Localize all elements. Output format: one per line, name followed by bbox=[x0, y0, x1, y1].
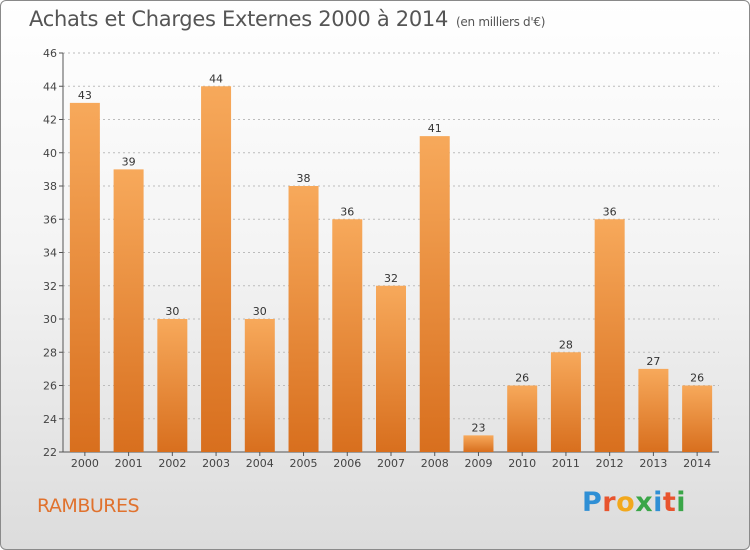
y-tick-label: 42 bbox=[43, 114, 57, 127]
x-tick-label: 2014 bbox=[683, 457, 711, 470]
x-tick-label: 2013 bbox=[639, 457, 667, 470]
logo-letter: o bbox=[616, 487, 636, 518]
x-tick-label: 2012 bbox=[596, 457, 624, 470]
bar bbox=[332, 219, 363, 452]
data-label: 26 bbox=[515, 372, 529, 385]
data-label: 28 bbox=[559, 338, 573, 351]
x-tick-label: 2002 bbox=[158, 457, 186, 470]
bar bbox=[682, 385, 713, 452]
y-tick-label: 46 bbox=[43, 47, 57, 60]
y-tick-label: 36 bbox=[43, 213, 57, 226]
bar bbox=[507, 385, 538, 452]
bar bbox=[288, 186, 319, 452]
x-tick-label: 2006 bbox=[333, 457, 361, 470]
y-tick-label: 24 bbox=[43, 413, 57, 426]
y-tick-label: 22 bbox=[43, 446, 57, 459]
bar bbox=[550, 352, 581, 452]
y-tick-label: 34 bbox=[43, 247, 57, 260]
data-label: 43 bbox=[78, 89, 92, 102]
x-tick-label: 2010 bbox=[508, 457, 536, 470]
bar bbox=[376, 285, 406, 452]
bar bbox=[113, 169, 144, 452]
bar bbox=[419, 136, 450, 452]
logo-letter: i bbox=[653, 487, 663, 518]
x-tick-label: 2001 bbox=[115, 457, 143, 470]
bar bbox=[594, 219, 625, 452]
data-label: 41 bbox=[428, 122, 442, 135]
logo-letter: r bbox=[602, 487, 617, 518]
x-tick-label: 2008 bbox=[421, 457, 449, 470]
y-tick-label: 30 bbox=[43, 313, 57, 326]
bar bbox=[201, 86, 232, 452]
data-label: 39 bbox=[122, 155, 136, 168]
data-label: 44 bbox=[209, 72, 223, 85]
y-tick-label: 32 bbox=[43, 280, 57, 293]
data-label: 23 bbox=[471, 421, 485, 434]
x-tick-label: 2000 bbox=[71, 457, 99, 470]
data-label: 38 bbox=[297, 172, 311, 185]
x-tick-label: 2003 bbox=[202, 457, 230, 470]
y-tick-label: 38 bbox=[43, 180, 57, 193]
chart-title-text: Achats et Charges Externes 2000 à 2014 bbox=[29, 7, 449, 31]
data-label: 30 bbox=[165, 305, 179, 318]
bar bbox=[157, 319, 188, 452]
data-label: 36 bbox=[340, 205, 354, 218]
bar bbox=[244, 319, 275, 452]
data-label: 27 bbox=[646, 355, 660, 368]
data-label: 30 bbox=[253, 305, 267, 318]
logo-letter: t bbox=[662, 487, 677, 518]
chart-title: Achats et Charges Externes 2000 à 2014 (e… bbox=[29, 7, 545, 31]
logo-letter: P bbox=[582, 487, 603, 518]
logo-letter: i bbox=[676, 487, 687, 518]
y-tick-label: 26 bbox=[43, 380, 57, 393]
chart-subtitle: (en milliers d'€) bbox=[456, 15, 546, 29]
data-label: 32 bbox=[384, 272, 398, 285]
commune-name: RAMBURES bbox=[37, 495, 140, 517]
x-tick-label: 2007 bbox=[377, 457, 405, 470]
y-tick-label: 44 bbox=[43, 80, 57, 93]
bar bbox=[69, 102, 100, 452]
bar bbox=[463, 435, 494, 452]
x-tick-label: 2005 bbox=[290, 457, 318, 470]
x-tick-label: 2004 bbox=[246, 457, 274, 470]
logo-letter: x bbox=[635, 487, 654, 518]
proxiti-logo: Proxiti bbox=[582, 487, 686, 518]
x-tick-label: 2011 bbox=[552, 457, 580, 470]
data-label: 26 bbox=[690, 372, 704, 385]
y-tick-label: 40 bbox=[43, 147, 57, 160]
y-tick-label: 28 bbox=[43, 346, 57, 359]
x-tick-label: 2009 bbox=[464, 457, 492, 470]
bar bbox=[638, 368, 669, 452]
data-label: 36 bbox=[603, 205, 617, 218]
